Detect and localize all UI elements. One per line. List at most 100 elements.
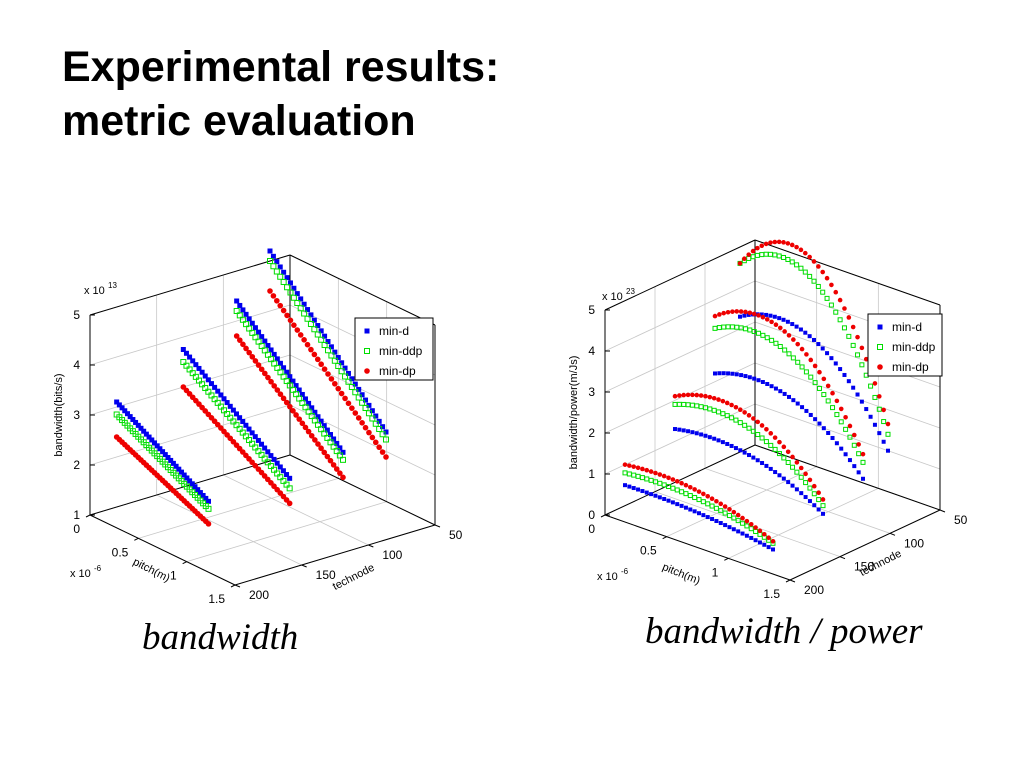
- data-point: [707, 406, 713, 412]
- data-point: [876, 406, 882, 412]
- data-point: [767, 251, 773, 257]
- data-point: [886, 448, 890, 453]
- data-point: [872, 422, 877, 427]
- technode-tick-label: 50: [449, 528, 463, 542]
- data-point: [299, 420, 306, 427]
- data-point: [751, 311, 757, 317]
- data-point: [744, 518, 750, 524]
- data-point: [747, 453, 751, 458]
- data-point: [321, 430, 328, 437]
- data-point: [742, 422, 748, 428]
- data-point: [293, 391, 300, 398]
- data-point: [747, 375, 752, 380]
- series-min-dp: [622, 462, 776, 544]
- data-point: [727, 507, 732, 512]
- data-point: [249, 440, 256, 447]
- data-point: [740, 531, 745, 536]
- data-point: [342, 373, 349, 380]
- data-point: [808, 412, 813, 417]
- grid-line: [728, 487, 879, 559]
- data-point: [291, 285, 297, 291]
- data-point: [205, 388, 212, 395]
- slide-title: Experimental results: metric evaluation: [62, 40, 499, 148]
- data-point: [799, 491, 804, 496]
- data-point: [636, 487, 641, 492]
- data-point: [752, 376, 757, 381]
- data-point: [868, 383, 874, 389]
- data-point: [252, 358, 259, 364]
- data-point: [790, 464, 796, 470]
- data-point: [328, 376, 335, 382]
- data-point: [696, 489, 702, 494]
- data-point: [311, 417, 318, 424]
- data-point: [692, 495, 698, 501]
- data-point: [372, 439, 379, 446]
- data-point: [301, 301, 307, 307]
- title-line-1: Experimental results:: [62, 43, 500, 91]
- data-point: [252, 325, 258, 331]
- series-min-dp: [180, 384, 293, 507]
- data-point: [653, 493, 658, 498]
- data-point: [743, 309, 748, 315]
- data-point: [249, 320, 255, 326]
- data-point: [785, 319, 790, 324]
- data-point: [149, 437, 155, 443]
- data-point: [287, 475, 293, 481]
- data-point: [742, 410, 747, 415]
- legend-marker-min-dp: [364, 368, 370, 374]
- data-point: [287, 374, 293, 380]
- data-point: [803, 471, 808, 477]
- box-edge: [604, 239, 756, 311]
- data-point: [339, 360, 345, 366]
- data-point: [754, 252, 760, 258]
- z-tick-label: 4: [73, 358, 80, 372]
- data-point: [699, 432, 704, 437]
- z-tick-label: 1: [73, 508, 80, 522]
- data-point: [799, 346, 805, 352]
- data-point: [622, 462, 628, 467]
- data-point: [233, 422, 240, 429]
- data-point: [271, 383, 277, 389]
- data-point: [258, 366, 265, 373]
- data-point: [847, 434, 853, 440]
- data-point: [698, 393, 704, 398]
- data-point: [746, 255, 752, 261]
- data-point: [803, 369, 809, 375]
- grid-line: [604, 280, 756, 352]
- data-point: [324, 434, 331, 441]
- data-point: [265, 374, 271, 381]
- data-point: [267, 258, 273, 264]
- data-point: [737, 420, 743, 426]
- data-point: [776, 253, 782, 259]
- data-point: [246, 325, 253, 332]
- data-point: [277, 360, 283, 366]
- data-point: [649, 492, 654, 497]
- data-point: [749, 535, 754, 540]
- data-point: [768, 240, 773, 245]
- data-point: [281, 269, 287, 275]
- data-point: [723, 523, 728, 528]
- data-point: [820, 346, 825, 351]
- series-min-dp: [233, 333, 346, 481]
- data-point: [345, 400, 352, 407]
- grid-line: [138, 477, 339, 539]
- data-point: [786, 480, 791, 485]
- series-min-ddp: [622, 470, 776, 546]
- data-point: [731, 509, 737, 515]
- data-point: [740, 520, 746, 526]
- data-point: [747, 310, 753, 316]
- data-point: [839, 446, 844, 451]
- pitch-tick-label: 0: [588, 522, 595, 536]
- data-point: [772, 252, 778, 258]
- grid-line: [289, 354, 436, 426]
- data-point: [268, 453, 274, 459]
- data-point: [333, 466, 340, 472]
- data-point: [696, 497, 702, 503]
- data-point: [744, 523, 750, 529]
- data-point: [379, 449, 386, 455]
- data-point: [124, 411, 130, 417]
- data-point: [284, 369, 290, 375]
- data-point: [727, 525, 732, 530]
- data-point: [277, 264, 283, 270]
- data-point: [772, 314, 777, 319]
